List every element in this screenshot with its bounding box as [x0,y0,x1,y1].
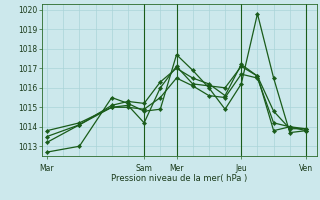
X-axis label: Pression niveau de la mer( hPa ): Pression niveau de la mer( hPa ) [111,174,247,183]
